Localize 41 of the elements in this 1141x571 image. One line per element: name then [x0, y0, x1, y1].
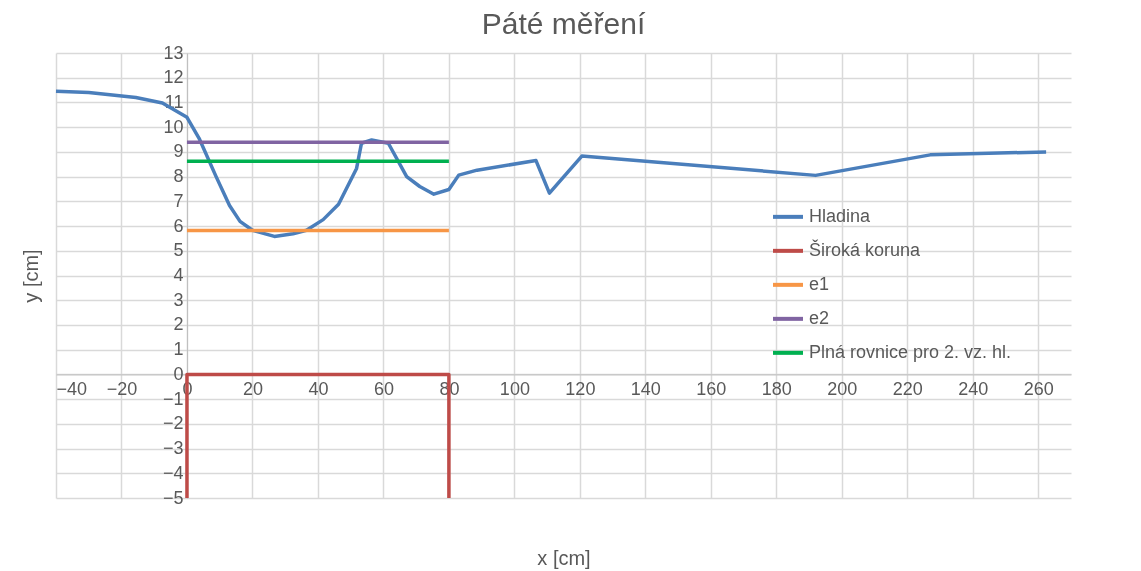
y-tick-label: 0	[173, 363, 184, 384]
y-tick-label: 5	[173, 240, 184, 261]
y-tick-label: 13	[163, 42, 184, 63]
y-tick-label: 9	[173, 141, 184, 162]
legend-label: Plná rovnice pro 2. vz. hl.	[809, 341, 1012, 362]
y-tick-label: 12	[163, 67, 184, 88]
y-tick-label: 2	[173, 314, 184, 335]
y-tick-label: −3	[162, 438, 184, 459]
x-tick-label: 100	[499, 378, 530, 399]
y-tick-label: 3	[173, 289, 184, 310]
y-tick-label: 4	[173, 265, 184, 285]
x-tick-label: 240	[958, 378, 989, 399]
y-tick-label: −4	[162, 462, 184, 483]
y-tick-label: 10	[163, 116, 184, 137]
x-tick-label: 200	[827, 378, 858, 399]
y-tick-label: −2	[162, 413, 184, 434]
x-tick-label: 180	[761, 378, 792, 399]
y-tick-label: 1	[173, 339, 184, 360]
x-tick-label: −40	[56, 378, 88, 399]
legend-label: Široká koruna	[809, 238, 922, 260]
y-axis-title: y [cm]	[19, 249, 42, 303]
x-tick-label: 140	[630, 378, 661, 399]
x-tick-label: 120	[565, 378, 596, 399]
x-axis-title: x [cm]	[537, 546, 591, 569]
line-series	[54, 89, 1048, 239]
y-tick-label: −1	[162, 388, 184, 409]
x-tick-label: 60	[373, 378, 394, 399]
y-tick-label: 6	[173, 215, 184, 236]
legend-label: Hladina	[809, 205, 872, 226]
x-tick-label: 220	[892, 378, 923, 399]
y-tick-label: −5	[162, 487, 184, 508]
legend-label: e2	[809, 307, 830, 328]
x-tick-label: 20	[242, 378, 263, 399]
y-tick-label: 7	[173, 190, 184, 211]
chart-title: Páté měření	[481, 7, 646, 40]
y-tick-label: 8	[173, 166, 184, 187]
x-tick-label: 260	[1023, 378, 1054, 399]
x-tick-label: 160	[696, 378, 727, 399]
legend-label: e1	[809, 273, 830, 294]
x-tick-label: −20	[106, 378, 138, 399]
x-tick-label: 40	[308, 378, 329, 399]
